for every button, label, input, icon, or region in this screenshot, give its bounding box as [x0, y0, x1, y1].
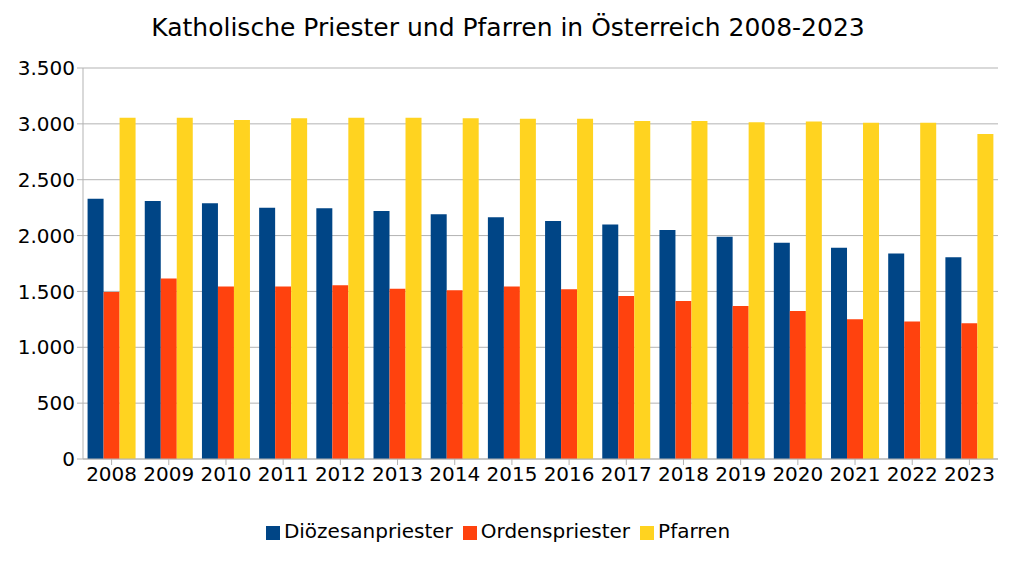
svg-text:2.500: 2.500 — [18, 168, 75, 192]
svg-text:2012: 2012 — [315, 462, 366, 486]
svg-text:2017: 2017 — [601, 462, 652, 486]
svg-text:2020: 2020 — [772, 462, 823, 486]
svg-text:500: 500 — [37, 391, 75, 415]
svg-text:2019: 2019 — [715, 462, 766, 486]
svg-text:1.500: 1.500 — [18, 280, 75, 304]
svg-text:3.000: 3.000 — [18, 112, 75, 136]
svg-text:2010: 2010 — [201, 462, 252, 486]
svg-text:2018: 2018 — [658, 462, 709, 486]
svg-text:2014: 2014 — [429, 462, 480, 486]
svg-text:2009: 2009 — [143, 462, 194, 486]
svg-text:1.000: 1.000 — [18, 335, 75, 359]
html-text:Pfarren: Pfarren — [658, 519, 731, 543]
html-text:Diözesanpriester: Diözesanpriester — [283, 519, 453, 543]
svg-text:2022: 2022 — [887, 462, 938, 486]
svg-text:2011: 2011 — [258, 462, 309, 486]
svg-text:3.500: 3.500 — [18, 58, 75, 80]
svg-text:2016: 2016 — [544, 462, 595, 486]
html-text:Ordenspriester: Ordenspriester — [480, 519, 631, 543]
svg-text:2015: 2015 — [486, 462, 537, 486]
html-text:Katholische Priester und Pfarr: Katholische Priester und Pfarren in Öste… — [151, 13, 865, 42]
svg-text:2013: 2013 — [372, 462, 423, 486]
svg-text:2.000: 2.000 — [18, 224, 75, 248]
svg-text:2021: 2021 — [830, 462, 881, 486]
svg-text:0: 0 — [62, 447, 75, 471]
svg-text:2008: 2008 — [86, 462, 137, 486]
svg-text:2023: 2023 — [944, 462, 995, 486]
